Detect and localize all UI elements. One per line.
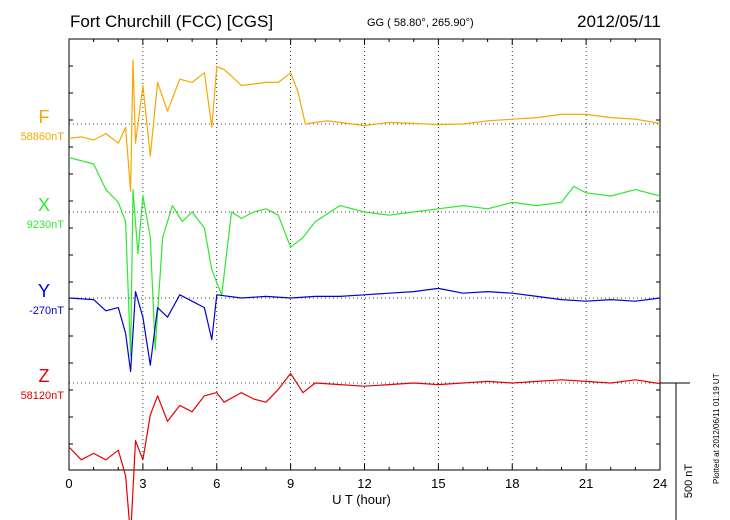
x-tick-label: 12 [357, 476, 371, 491]
series-line-X [68, 157, 661, 357]
series-line-F [68, 59, 661, 192]
scale-bar-label: 500 nT [683, 464, 695, 499]
x-tick-label: 9 [287, 476, 294, 491]
x-tick-label: 24 [653, 476, 667, 491]
chart-date: 2012/05/11 [577, 12, 661, 31]
chart-title: Fort Churchill (FCC) [CGS] [70, 12, 274, 31]
series-line-Z [68, 372, 661, 520]
series-baseline-label-X: 9230nT [27, 219, 65, 231]
x-tick-label: 15 [431, 476, 445, 491]
x-tick-label: 18 [505, 476, 519, 491]
series-baseline-label-Z: 58120nT [21, 390, 65, 402]
series-name-Z: Z [39, 366, 50, 386]
series-name-Y: Y [38, 281, 50, 301]
x-axis-label: U T (hour) [332, 492, 391, 507]
x-tick-label: 0 [65, 476, 72, 491]
x-tick-label: 3 [139, 476, 146, 491]
x-tick-label: 6 [213, 476, 220, 491]
series-baseline-label-F: 58860nT [21, 131, 65, 143]
series-baseline-label-Y: -270nT [29, 305, 64, 317]
series-name-F: F [39, 107, 50, 127]
station-coordinates: GG ( 58.80°, 265.90°) [367, 17, 474, 29]
series-name-X: X [38, 195, 50, 215]
x-tick-label: 21 [579, 476, 593, 491]
series-line-Y [68, 287, 661, 373]
